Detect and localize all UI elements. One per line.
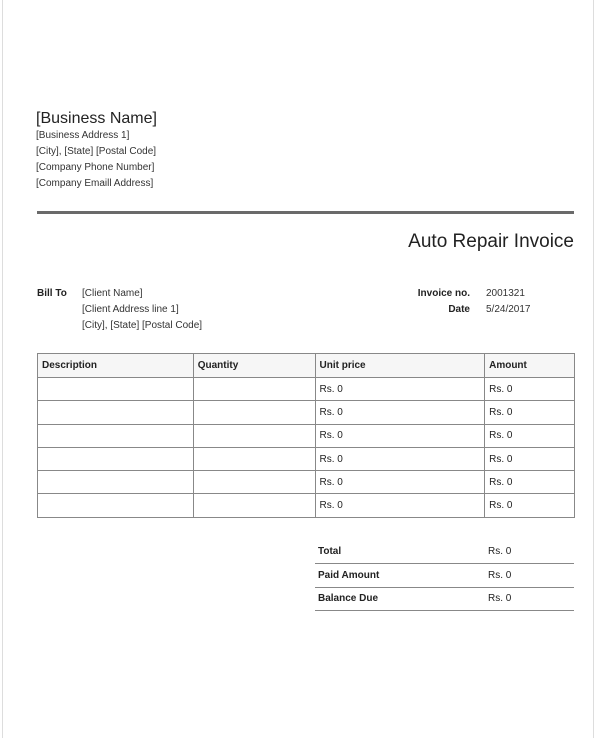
table-cell[interactable]	[192, 376, 316, 402]
summary-value: Rs. 0	[488, 593, 512, 604]
client-city: [City], [State] [Postal Code]	[82, 320, 203, 331]
table-header: Description Quantity Unit price Amount	[37, 353, 575, 378]
table-cell[interactable]: Rs. 0	[484, 423, 575, 448]
col-unit-price: Unit price	[314, 353, 486, 378]
table-cell[interactable]: Rs. 0	[314, 470, 486, 495]
invoice-no-label: Invoice no.	[417, 288, 470, 299]
table-cell[interactable]	[37, 400, 194, 425]
invoice-no: 2001321	[486, 288, 525, 299]
summary-label: Paid Amount	[318, 570, 380, 581]
table-cell[interactable]: Rs. 0	[484, 400, 575, 425]
business-name: [Business Name]	[36, 110, 157, 127]
table-row: Rs. 0 Rs. 0	[37, 470, 575, 495]
client-name: [Client Name]	[82, 288, 143, 299]
table-cell[interactable]: Rs. 0	[314, 493, 486, 518]
table-cell[interactable]: Rs. 0	[484, 446, 575, 472]
summary-value: Rs. 0	[488, 546, 512, 557]
summary-label: Total	[318, 546, 342, 557]
bill-to-label: Bill To	[37, 288, 67, 299]
table-cell[interactable]: Rs. 0	[484, 376, 575, 402]
table-cell[interactable]	[37, 470, 194, 495]
summary-value: Rs. 0	[488, 570, 512, 581]
client-address: [Client Address line 1]	[82, 304, 179, 315]
table-cell[interactable]: Rs. 0	[484, 493, 575, 518]
table-cell[interactable]	[37, 376, 194, 402]
summary-balance: Balance Due Rs. 0	[315, 587, 574, 611]
divider	[37, 211, 574, 214]
table-cell[interactable]	[192, 493, 316, 518]
summary-total: Total Rs. 0	[315, 540, 574, 564]
invoice-title: Auto Repair Invoice	[408, 231, 574, 252]
table-row: Rs. 0 Rs. 0	[37, 400, 575, 425]
line-items-table: Description Quantity Unit price Amount R…	[37, 353, 575, 518]
business-city: [City], [State] [Postal Code]	[36, 146, 157, 157]
table-cell[interactable]: Rs. 0	[314, 376, 486, 402]
table-cell[interactable]	[37, 493, 194, 518]
col-quantity: Quantity	[192, 353, 316, 378]
table-cell[interactable]: Rs. 0	[314, 400, 486, 425]
table-row: Rs. 0 Rs. 0	[37, 376, 575, 402]
table-cell[interactable]	[192, 423, 316, 448]
table-cell[interactable]	[37, 446, 194, 472]
table-row: Rs. 0 Rs. 0	[37, 493, 575, 518]
business-address: [Business Address 1]	[36, 130, 130, 141]
table-cell[interactable]	[192, 400, 316, 425]
table-row: Rs. 0 Rs. 0	[37, 446, 575, 472]
table-cell[interactable]: Rs. 0	[484, 470, 575, 495]
business-phone: [Company Phone Number]	[36, 162, 155, 173]
table-row: Rs. 0 Rs. 0	[37, 423, 575, 448]
business-email: [Company Emaill Address]	[36, 178, 154, 189]
table-cell[interactable]	[192, 470, 316, 495]
col-description: Description	[37, 353, 194, 378]
summary-label: Balance Due	[318, 593, 379, 604]
table-cell[interactable]	[37, 423, 194, 448]
date-label: Date	[448, 304, 470, 315]
col-amount: Amount	[484, 353, 575, 378]
summary-paid: Paid Amount Rs. 0	[315, 564, 574, 588]
table-cell[interactable]	[192, 446, 316, 472]
table-cell[interactable]: Rs. 0	[314, 423, 486, 448]
invoice-date: 5/24/2017	[486, 304, 531, 315]
table-cell[interactable]: Rs. 0	[314, 446, 486, 472]
